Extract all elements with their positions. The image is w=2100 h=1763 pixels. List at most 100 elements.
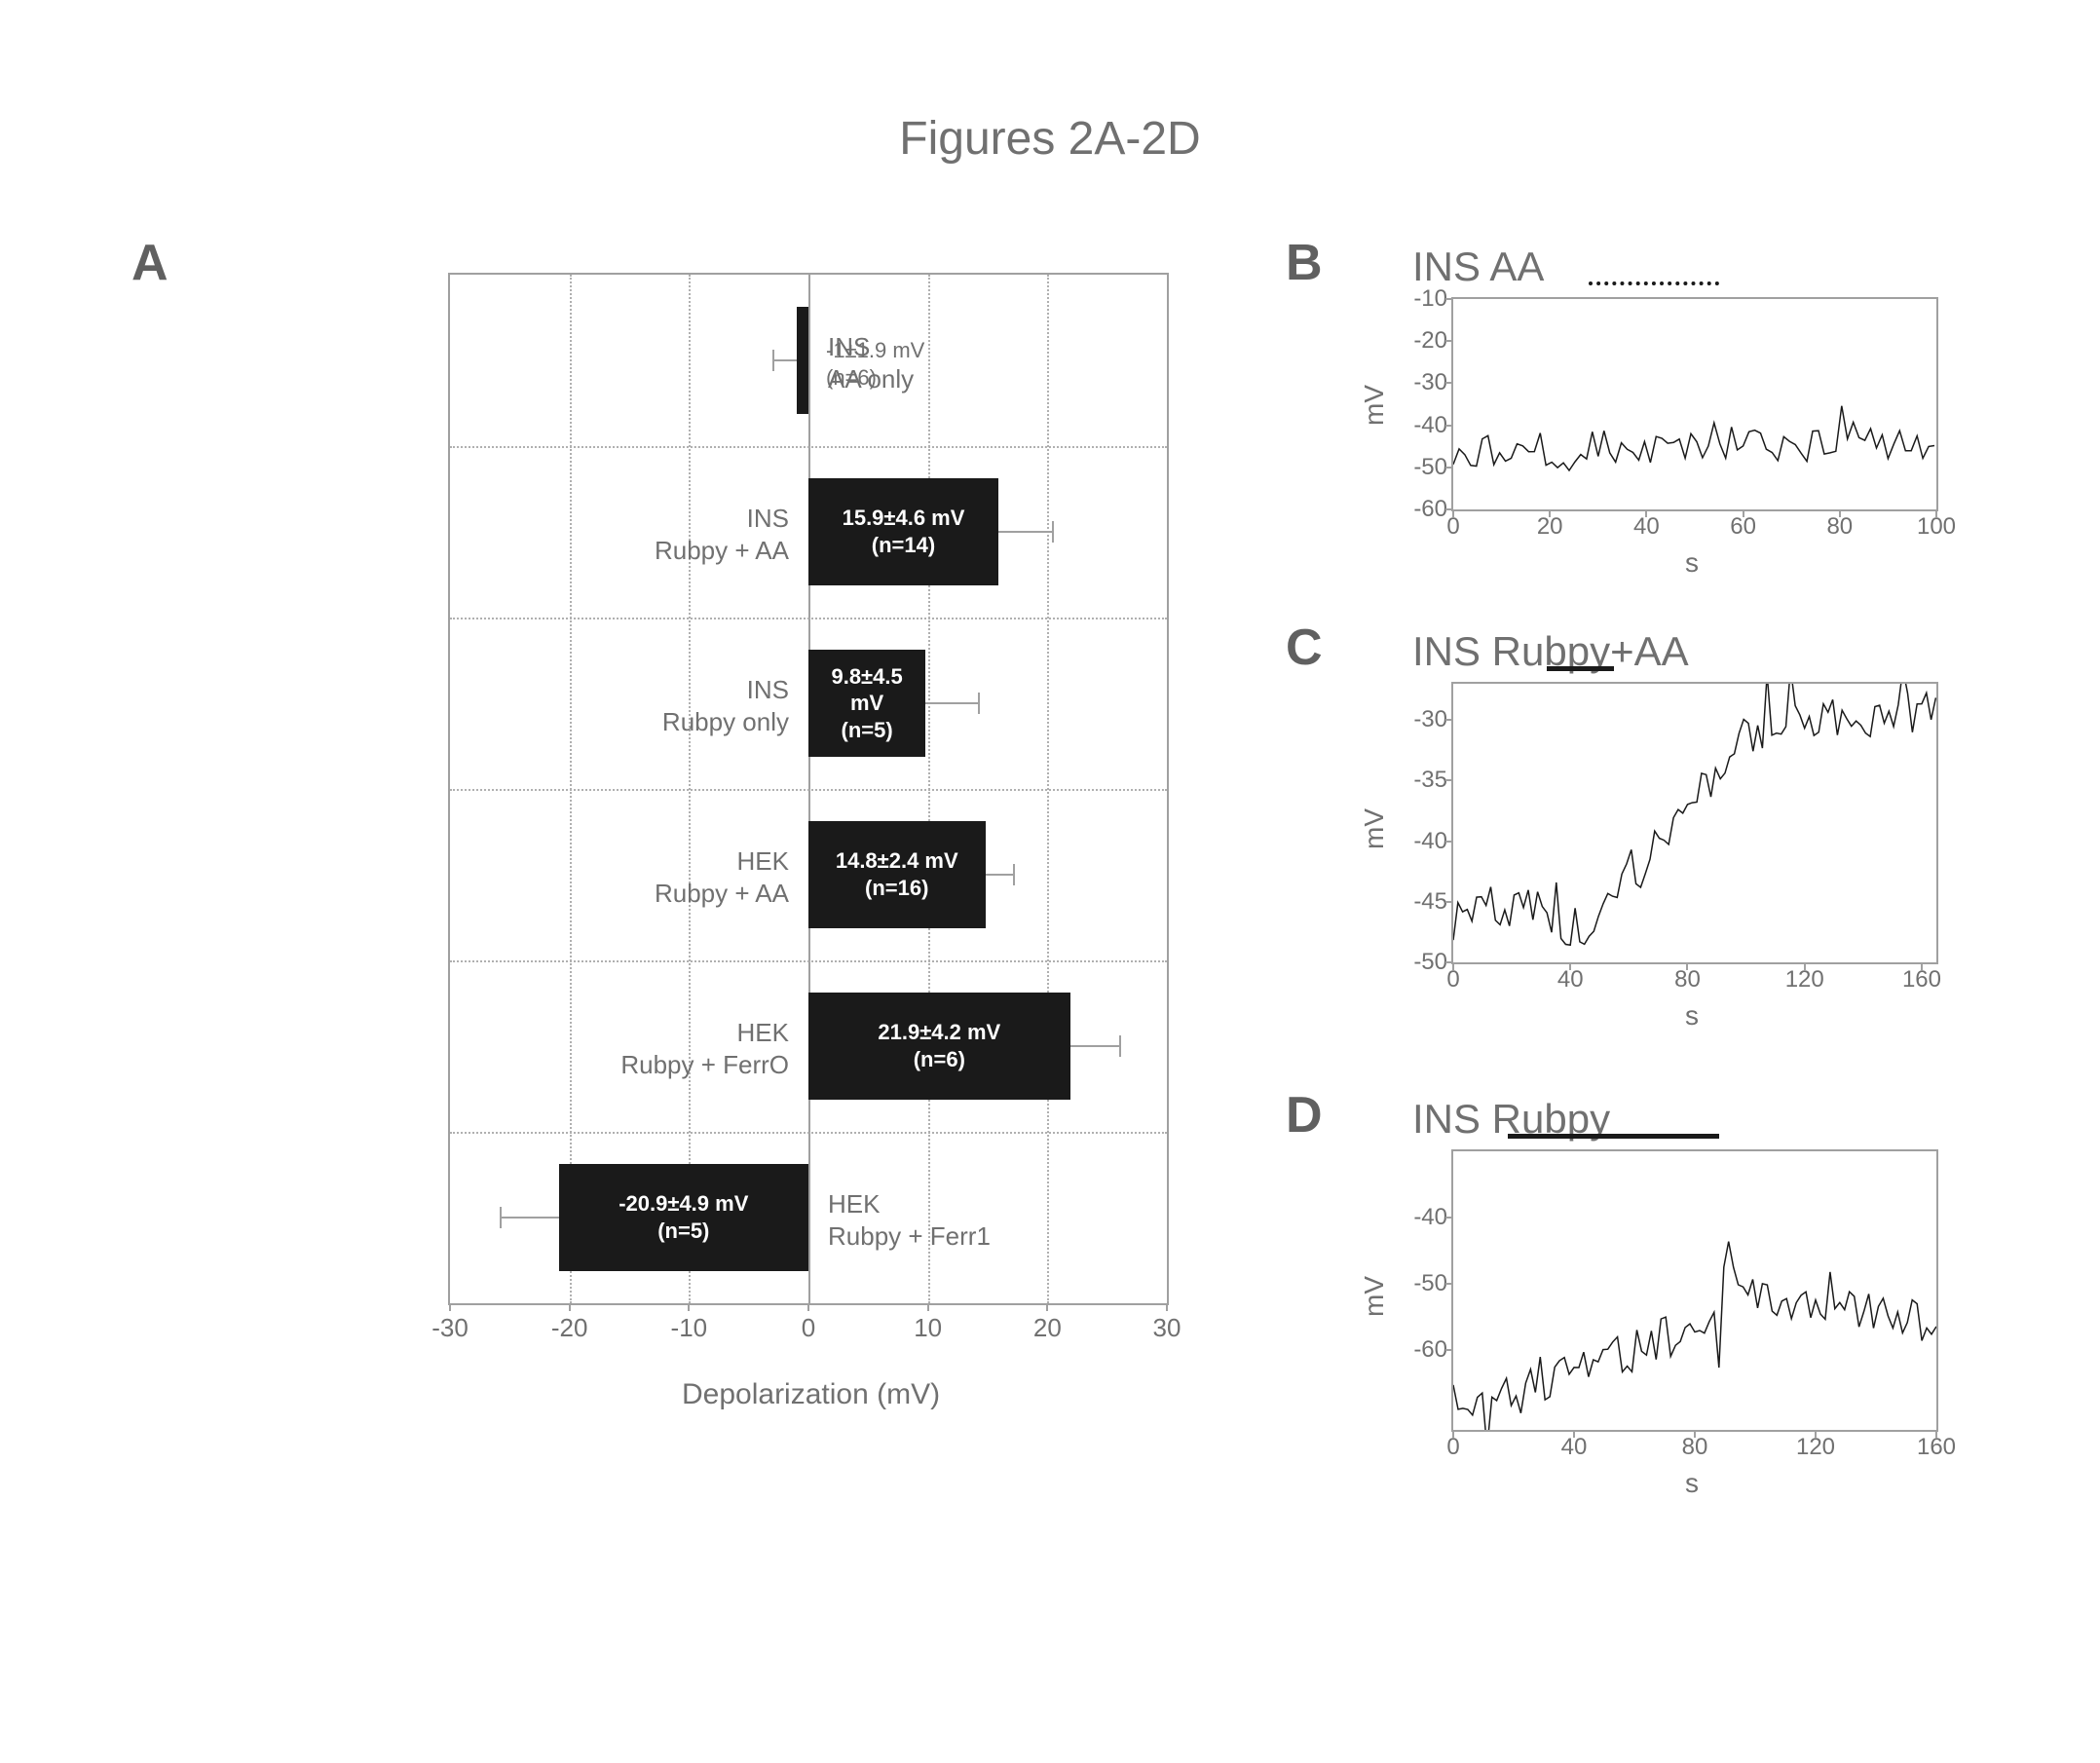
y-tick-mark [1445, 1283, 1453, 1285]
y-tick-mark [1445, 382, 1453, 384]
panel-b-title: INS AA [1412, 244, 1544, 290]
bar-category-label: HEKRubpy + Ferr1 [828, 1188, 991, 1252]
error-bar [773, 359, 796, 361]
x-tick-label: 30 [1153, 1313, 1181, 1343]
trace-line [1453, 406, 1934, 470]
error-cap [772, 350, 774, 371]
gridline-horizontal [450, 446, 1167, 448]
panel-c-xlabel: s [1685, 1000, 1699, 1032]
x-tick-mark [1815, 1430, 1817, 1438]
panel-d-label: D [1286, 1086, 1323, 1144]
x-tick-mark [1935, 1430, 1937, 1438]
stimulus-bar [1589, 281, 1719, 285]
x-tick-mark [1569, 962, 1571, 970]
panel-c-container: INS Rubpy+AA -30-35-40-45-5004080120160 … [1364, 628, 1968, 1037]
stimulus-bar [1508, 1134, 1719, 1139]
x-tick-mark [688, 1303, 690, 1311]
error-cap [500, 1207, 502, 1228]
panel-c-label: C [1286, 619, 1323, 677]
error-cap [1013, 864, 1015, 885]
bar-category-label: INSAA only [828, 331, 914, 394]
bar-category-label: HEKRubpy + AA [280, 845, 789, 909]
x-tick-mark [1839, 509, 1841, 517]
bar-category-label: INSRubpy + AA [280, 503, 789, 566]
x-tick-mark [1694, 1430, 1696, 1438]
panel-d-container: INS Rubpy -40-50-6004080120160 mV s [1364, 1096, 1968, 1505]
x-tick-mark [927, 1303, 929, 1311]
x-tick-mark [1645, 509, 1647, 517]
x-tick-mark [1686, 962, 1688, 970]
error-cap [1119, 1035, 1121, 1057]
x-tick-mark [1743, 509, 1744, 517]
x-tick-mark [1452, 509, 1454, 517]
y-tick-mark [1445, 841, 1453, 843]
x-tick-mark [1935, 509, 1937, 517]
panel-b-label: B [1286, 234, 1323, 292]
trace-svg [1453, 1151, 1936, 1430]
gridline-horizontal [450, 789, 1167, 791]
x-tick-mark [1804, 962, 1806, 970]
error-bar [1070, 1045, 1121, 1047]
trace-line [1453, 684, 1935, 945]
x-tick-mark [807, 1303, 809, 1311]
x-tick-mark [569, 1303, 571, 1311]
y-tick-mark [1445, 340, 1453, 342]
x-tick-mark [1166, 1303, 1168, 1311]
panel-c-ylabel: mV [1359, 808, 1390, 849]
figure-title: Figures 2A-2D [0, 112, 2100, 166]
panel-a-label: A [131, 234, 169, 292]
bar: 14.8±2.4 mV(n=16) [808, 821, 986, 927]
gridline-horizontal [450, 1132, 1167, 1134]
panel-b-xlabel: s [1685, 547, 1699, 579]
trace-svg [1453, 299, 1936, 509]
trace-line [1453, 1242, 1936, 1430]
x-tick-label: 10 [914, 1313, 942, 1343]
y-tick-mark [1445, 779, 1453, 781]
y-tick-mark [1445, 425, 1453, 427]
panel-b-ylabel: mV [1359, 385, 1390, 426]
panel-b-plot: -10-20-30-40-50-60020406080100 [1451, 297, 1938, 511]
bar [797, 307, 808, 413]
trace-svg [1453, 684, 1936, 962]
panel-d-xlabel: s [1685, 1468, 1699, 1499]
bar: 21.9±4.2 mV(n=6) [808, 993, 1070, 1099]
error-cap [978, 693, 980, 714]
error-cap [1052, 521, 1054, 543]
x-tick-mark [1549, 509, 1551, 517]
x-tick-mark [1921, 962, 1923, 970]
y-tick-mark [1445, 1217, 1453, 1219]
x-tick-mark [1046, 1303, 1048, 1311]
panel-d-ylabel: mV [1359, 1276, 1390, 1317]
gridline-horizontal [450, 618, 1167, 619]
bar-category-label: INSRubpy only [280, 674, 789, 737]
error-bar [998, 531, 1053, 533]
x-tick-label: 0 [802, 1313, 815, 1343]
y-tick-mark [1445, 1349, 1453, 1351]
bar-chart-plot: -1±1.9 mV(n=6)INSAA only15.9±4.6 mV(n=14… [448, 273, 1169, 1305]
panel-b-container: INS AA -10-20-30-40-50-60020406080100 mV… [1364, 244, 1968, 575]
error-bar [986, 874, 1014, 876]
x-tick-label: 20 [1033, 1313, 1062, 1343]
panel-d-plot: -40-50-6004080120160 [1451, 1149, 1938, 1432]
x-tick-label: -30 [431, 1313, 469, 1343]
y-tick-mark [1445, 467, 1453, 469]
y-tick-mark [1445, 719, 1453, 721]
bar: 9.8±4.5mV(n=5) [808, 650, 925, 756]
bar: 15.9±4.6 mV(n=14) [808, 478, 998, 584]
bar-chart-xlabel: Depolarization (mV) [682, 1378, 940, 1411]
bar: -20.9±4.9 mV(n=5) [559, 1164, 808, 1270]
y-tick-mark [1445, 901, 1453, 903]
x-tick-label: -10 [671, 1313, 708, 1343]
stimulus-bar [1547, 666, 1614, 671]
bar-category-label: HEKRubpy + FerrO [280, 1017, 789, 1080]
x-tick-mark [1452, 1430, 1454, 1438]
x-tick-mark [449, 1303, 451, 1311]
x-tick-mark [1452, 962, 1454, 970]
x-tick-mark [1573, 1430, 1575, 1438]
panel-a-container: -1±1.9 mV(n=6)INSAA only15.9±4.6 mV(n=14… [273, 253, 1208, 1481]
gridline-horizontal [450, 960, 1167, 962]
panel-c-plot: -30-35-40-45-5004080120160 [1451, 682, 1938, 964]
y-tick-mark [1445, 298, 1453, 300]
error-bar [501, 1217, 559, 1219]
x-tick-label: -20 [551, 1313, 588, 1343]
